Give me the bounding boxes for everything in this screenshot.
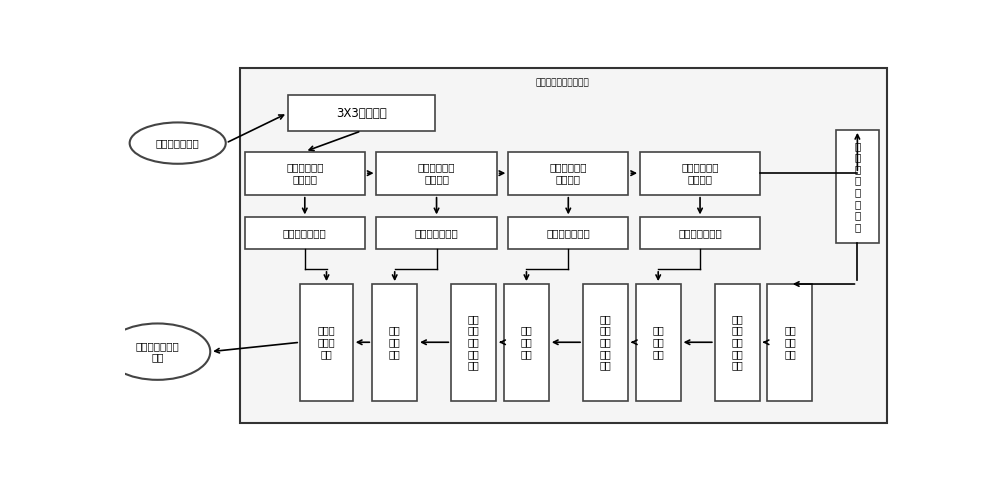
FancyBboxPatch shape: [451, 284, 496, 401]
FancyBboxPatch shape: [508, 217, 628, 249]
FancyBboxPatch shape: [288, 95, 435, 131]
Text: 3X3卷积模块: 3X3卷积模块: [336, 106, 387, 120]
Text: 深度分离随机
通道模块: 深度分离随机 通道模块: [550, 163, 587, 184]
Text: 优化注意力模块: 优化注意力模块: [546, 228, 590, 238]
Text: 深度
分离
随机
通道
模块: 深度 分离 随机 通道 模块: [731, 314, 743, 370]
FancyBboxPatch shape: [767, 284, 812, 401]
Text: 深度
分离
随机
通道
模块: 深度 分离 随机 通道 模块: [468, 314, 480, 370]
Text: 深度分离随机
通道模块: 深度分离随机 通道模块: [681, 163, 719, 184]
FancyBboxPatch shape: [376, 217, 497, 249]
FancyBboxPatch shape: [508, 152, 628, 195]
Ellipse shape: [130, 122, 226, 164]
FancyBboxPatch shape: [636, 284, 681, 401]
FancyBboxPatch shape: [376, 152, 497, 195]
Text: 全
局
平
均
池
化
模
块: 全 局 平 均 池 化 模 块: [854, 141, 860, 232]
Text: 深度分离随机
通道模块: 深度分离随机 通道模块: [286, 163, 324, 184]
FancyBboxPatch shape: [583, 284, 628, 401]
Text: 优化注意力模块: 优化注意力模块: [283, 228, 327, 238]
FancyBboxPatch shape: [245, 152, 365, 195]
Text: 优化注意力模块: 优化注意力模块: [678, 228, 722, 238]
Text: 优化注意力模块: 优化注意力模块: [415, 228, 458, 238]
FancyBboxPatch shape: [245, 217, 365, 249]
Text: 全局平
均池化
模块: 全局平 均池化 模块: [318, 325, 335, 359]
Text: 图像预处理结果: 图像预处理结果: [156, 138, 200, 148]
Text: 深度分离随机
通道模块: 深度分离随机 通道模块: [418, 163, 455, 184]
Ellipse shape: [105, 324, 210, 380]
Text: 特征
融合
模块: 特征 融合 模块: [652, 325, 664, 359]
FancyBboxPatch shape: [640, 152, 760, 195]
FancyBboxPatch shape: [240, 68, 887, 423]
Text: 特征
融合
模块: 特征 融合 模块: [784, 325, 796, 359]
Text: 特征
融合
模块: 特征 融合 模块: [389, 325, 401, 359]
FancyBboxPatch shape: [715, 284, 760, 401]
Text: 轻量级皮肤癌分割网络: 轻量级皮肤癌分割网络: [536, 79, 590, 87]
FancyBboxPatch shape: [836, 130, 879, 243]
Text: 深度
分离
随机
通道
模块: 深度 分离 随机 通道 模块: [600, 314, 611, 370]
FancyBboxPatch shape: [504, 284, 549, 401]
Text: 皮肤镜图像分割
结果: 皮肤镜图像分割 结果: [136, 341, 179, 363]
Text: 特征
融合
模块: 特征 融合 模块: [521, 325, 532, 359]
FancyBboxPatch shape: [640, 217, 760, 249]
FancyBboxPatch shape: [372, 284, 417, 401]
FancyBboxPatch shape: [300, 284, 353, 401]
